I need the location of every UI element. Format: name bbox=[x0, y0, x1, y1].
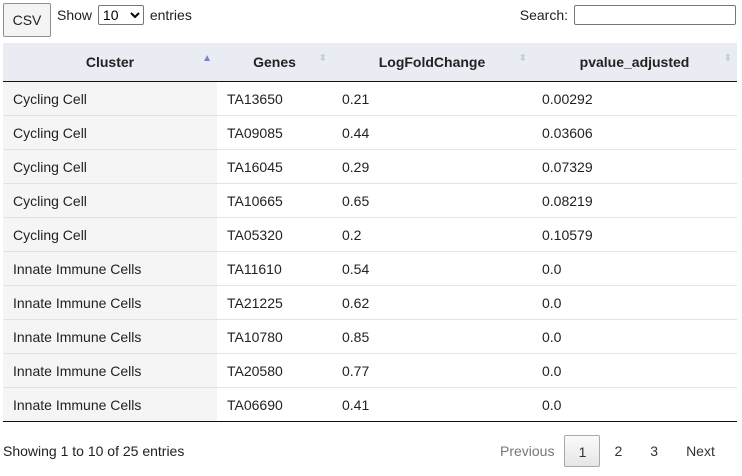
page-length-select[interactable]: 10 bbox=[97, 5, 144, 25]
cell-logfoldchange: 0.54 bbox=[332, 251, 532, 286]
show-label: Show bbox=[57, 7, 93, 23]
table-row: Innate Immune Cells TA20580 0.77 0.0 bbox=[3, 353, 737, 388]
column-header-label: pvalue_adjusted bbox=[579, 54, 690, 70]
table-row: Innate Immune Cells TA06690 0.41 0.0 bbox=[3, 387, 737, 422]
cell-cluster: Cycling Cell bbox=[3, 183, 217, 218]
cell-logfoldchange: 0.44 bbox=[332, 115, 532, 150]
pagination: Previous 1 2 3 Next bbox=[490, 435, 729, 467]
cell-cluster: Innate Immune Cells bbox=[3, 319, 217, 354]
cell-pvalue: 0.10579 bbox=[532, 217, 737, 252]
cell-cluster: Innate Immune Cells bbox=[3, 387, 217, 422]
cell-logfoldchange: 0.77 bbox=[332, 353, 532, 388]
cell-logfoldchange: 0.21 bbox=[332, 81, 532, 116]
cell-pvalue: 0.08219 bbox=[532, 183, 737, 218]
cell-genes: TA16045 bbox=[217, 149, 332, 184]
cell-genes: TA05320 bbox=[217, 217, 332, 252]
cell-pvalue: 0.0 bbox=[532, 353, 737, 388]
search-label: Search: bbox=[519, 7, 568, 23]
csv-export-button[interactable]: CSV bbox=[3, 3, 51, 37]
table-row: Cycling Cell TA05320 0.2 0.10579 bbox=[3, 217, 737, 252]
cell-cluster: Cycling Cell bbox=[3, 115, 217, 150]
column-header-genes[interactable]: Genes ⬍ bbox=[217, 43, 332, 82]
cell-cluster: Innate Immune Cells bbox=[3, 353, 217, 388]
column-header-pvalue-adjusted[interactable]: pvalue_adjusted ⬍ bbox=[532, 43, 737, 82]
cell-cluster: Innate Immune Cells bbox=[3, 285, 217, 320]
sort-asc-icon: ▲ bbox=[202, 53, 212, 64]
cell-logfoldchange: 0.2 bbox=[332, 217, 532, 252]
cell-pvalue: 0.0 bbox=[532, 387, 737, 422]
table-row: Cycling Cell TA10665 0.65 0.08219 bbox=[3, 183, 737, 218]
sort-both-icon: ⬍ bbox=[723, 53, 732, 64]
search-input[interactable] bbox=[574, 5, 736, 25]
search-control: Search: bbox=[520, 5, 736, 25]
cell-pvalue: 0.0 bbox=[532, 251, 737, 286]
cell-genes: TA10780 bbox=[217, 319, 332, 354]
table-row: Innate Immune Cells TA21225 0.62 0.0 bbox=[3, 285, 737, 320]
cell-logfoldchange: 0.41 bbox=[332, 387, 532, 422]
cell-genes: TA09085 bbox=[217, 115, 332, 150]
column-header-label: LogFoldChange bbox=[378, 54, 486, 70]
cell-genes: TA06690 bbox=[217, 387, 332, 422]
entries-label: entries bbox=[149, 7, 192, 23]
cell-cluster: Cycling Cell bbox=[3, 149, 217, 184]
cell-pvalue: 0.00292 bbox=[532, 81, 737, 116]
next-page-button[interactable]: Next bbox=[686, 443, 715, 459]
previous-page-button[interactable]: Previous bbox=[500, 443, 555, 459]
cell-genes: TA11610 bbox=[217, 251, 332, 286]
data-table: Cluster ▲ Genes ⬍ LogFoldChange ⬍ pvalue… bbox=[3, 43, 737, 422]
cell-cluster: Innate Immune Cells bbox=[3, 251, 217, 286]
cell-pvalue: 0.07329 bbox=[532, 149, 737, 184]
column-header-cluster[interactable]: Cluster ▲ bbox=[3, 43, 217, 82]
table-controls: CSV Show 10 entries Search: bbox=[0, 0, 742, 44]
table-row: Cycling Cell TA09085 0.44 0.03606 bbox=[3, 115, 737, 150]
column-header-label: Genes bbox=[253, 54, 296, 70]
table-info: Showing 1 to 10 of 25 entries bbox=[3, 443, 185, 459]
column-header-logfoldchange[interactable]: LogFoldChange ⬍ bbox=[332, 43, 532, 82]
page-button-1[interactable]: 1 bbox=[564, 435, 601, 467]
page-button-3[interactable]: 3 bbox=[650, 443, 659, 459]
cell-logfoldchange: 0.62 bbox=[332, 285, 532, 320]
sort-both-icon: ⬍ bbox=[518, 53, 527, 64]
page-length-control: Show 10 entries bbox=[57, 5, 192, 25]
cell-pvalue: 0.0 bbox=[532, 285, 737, 320]
cell-genes: TA10665 bbox=[217, 183, 332, 218]
cell-pvalue: 0.0 bbox=[532, 319, 737, 354]
column-header-label: Cluster bbox=[85, 54, 135, 70]
cell-genes: TA20580 bbox=[217, 353, 332, 388]
cell-logfoldchange: 0.29 bbox=[332, 149, 532, 184]
cell-pvalue: 0.03606 bbox=[532, 115, 737, 150]
cell-cluster: Cycling Cell bbox=[3, 81, 217, 116]
table-row: Cycling Cell TA16045 0.29 0.07329 bbox=[3, 149, 737, 184]
cell-logfoldchange: 0.65 bbox=[332, 183, 532, 218]
header-row: Cluster ▲ Genes ⬍ LogFoldChange ⬍ pvalue… bbox=[3, 43, 737, 82]
table-row: Innate Immune Cells TA11610 0.54 0.0 bbox=[3, 251, 737, 286]
page-button-2[interactable]: 2 bbox=[614, 443, 623, 459]
table-row: Innate Immune Cells TA10780 0.85 0.0 bbox=[3, 319, 737, 354]
cell-genes: TA13650 bbox=[217, 81, 332, 116]
cell-genes: TA21225 bbox=[217, 285, 332, 320]
sort-both-icon: ⬍ bbox=[318, 53, 327, 64]
cell-cluster: Cycling Cell bbox=[3, 217, 217, 252]
table-row: Cycling Cell TA13650 0.21 0.00292 bbox=[3, 81, 737, 116]
cell-logfoldchange: 0.85 bbox=[332, 319, 532, 354]
